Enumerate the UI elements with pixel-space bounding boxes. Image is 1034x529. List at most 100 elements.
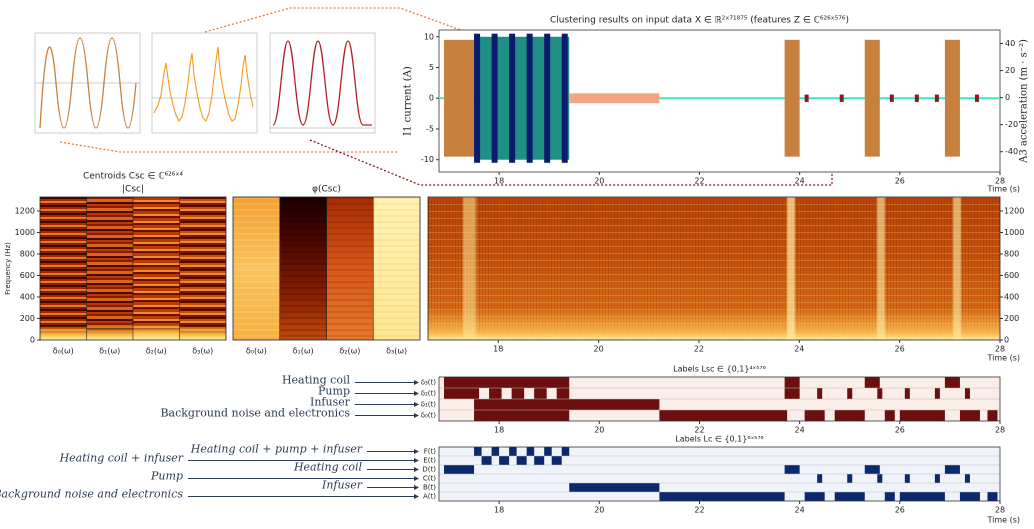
row-label: A(t) bbox=[423, 493, 436, 501]
signal-burst bbox=[526, 33, 533, 163]
column-label: δ₁(ω) bbox=[99, 347, 120, 356]
x-tick-label: 24 bbox=[795, 177, 805, 186]
column-label: δ₀(ω) bbox=[53, 347, 74, 356]
y-axis-label: I1 current (A) bbox=[403, 66, 414, 136]
matrix-frame bbox=[438, 376, 1001, 422]
chart-title: Labels Lc ∈ {0,1}⁶ˣ⁵⁷⁶ bbox=[675, 435, 763, 444]
y-tick-label: 1000 bbox=[15, 228, 35, 237]
label-segment bbox=[834, 492, 865, 501]
thumbnail-wave bbox=[153, 46, 254, 123]
row-label: D(t) bbox=[422, 466, 436, 474]
y-tick-label: 1200 bbox=[15, 206, 35, 215]
x-tick-label: 18 bbox=[493, 345, 503, 354]
label-segment bbox=[561, 447, 570, 456]
x-tick-label: 20 bbox=[594, 506, 604, 515]
y-tick-label: 10 bbox=[424, 32, 434, 41]
label-segment bbox=[534, 388, 547, 399]
label-segment bbox=[444, 377, 570, 388]
signal-burst bbox=[544, 33, 551, 163]
x-tick-label: 24 bbox=[794, 345, 804, 354]
label-segment bbox=[659, 410, 788, 421]
label-segment bbox=[987, 492, 998, 501]
arrow-head bbox=[414, 449, 419, 454]
label-segment bbox=[847, 388, 853, 399]
heatmap-column bbox=[133, 197, 180, 340]
x-tick-label: 18 bbox=[494, 177, 504, 186]
label-segment bbox=[534, 456, 545, 465]
x-axis-label: Time (s) bbox=[986, 354, 1020, 363]
x-tick-label: 28 bbox=[995, 177, 1005, 186]
label-segment bbox=[934, 388, 940, 399]
label-segment bbox=[899, 410, 945, 421]
y2-tick-label: 20 bbox=[1005, 66, 1015, 75]
connector bbox=[59, 141, 398, 153]
matrix-frame bbox=[438, 446, 1001, 502]
thumbnail bbox=[151, 32, 258, 134]
arrow-head bbox=[414, 380, 419, 385]
label-segment bbox=[884, 410, 895, 421]
signal-burst bbox=[864, 39, 880, 157]
annotation: Infuser bbox=[321, 479, 363, 492]
thumbnail-wave bbox=[39, 37, 137, 129]
signal-burst bbox=[784, 39, 800, 157]
row-label: δ₂(t) bbox=[421, 390, 437, 398]
label-segment bbox=[569, 483, 660, 492]
x-tick-label: 26 bbox=[895, 426, 905, 435]
label-segment bbox=[944, 465, 960, 474]
x-tick-label: 26 bbox=[895, 177, 905, 186]
y-axis-label: Frequency (Hz) bbox=[4, 242, 12, 295]
label-segment bbox=[944, 377, 960, 388]
y-tick-label: 600 bbox=[20, 271, 35, 280]
arrow-head bbox=[414, 391, 419, 396]
label-segment bbox=[474, 399, 660, 410]
x-tick-label: 18 bbox=[494, 506, 504, 515]
x-tick-label: 22 bbox=[694, 426, 704, 435]
y-tick-label: 400 bbox=[1004, 292, 1019, 301]
label-segment bbox=[834, 410, 865, 421]
x-tick-label: 28 bbox=[995, 345, 1005, 354]
column-label: δ₂(ω) bbox=[146, 347, 167, 356]
y-tick-label: 200 bbox=[1004, 314, 1019, 323]
arrow-head bbox=[414, 467, 419, 472]
label-segment bbox=[659, 492, 785, 501]
label-segment bbox=[804, 492, 825, 501]
heatmap-column bbox=[40, 197, 87, 340]
signal-burst bbox=[474, 33, 481, 163]
column-label: δ₁(ω) bbox=[293, 347, 314, 356]
arrow-head bbox=[414, 494, 419, 499]
signal-burst bbox=[889, 94, 894, 102]
x-tick-label: 26 bbox=[895, 506, 905, 515]
chart-title: Labels Lsc ∈ {0,1}⁴ˣ⁵⁷⁶ bbox=[673, 365, 766, 374]
annotation: Heating coil bbox=[282, 374, 351, 387]
label-segment bbox=[474, 447, 482, 456]
y-tick-label: 5 bbox=[429, 63, 434, 72]
label-segment bbox=[784, 465, 800, 474]
label-segment bbox=[499, 456, 510, 465]
x-tick-label: 24 bbox=[795, 426, 805, 435]
row-label: E(t) bbox=[423, 457, 436, 465]
x-tick-label: 26 bbox=[895, 345, 905, 354]
y-tick-label: 200 bbox=[20, 314, 35, 323]
annotation: Heating coil bbox=[293, 461, 363, 474]
y-tick-label: 800 bbox=[1004, 249, 1019, 258]
thumbnail-wave bbox=[272, 40, 372, 126]
y-tick-label: 0 bbox=[30, 336, 35, 345]
column-label: δ₀(ω) bbox=[246, 347, 267, 356]
x-tick-label: 24 bbox=[795, 506, 805, 515]
annotation: Heating coil + pump + infuser bbox=[190, 443, 363, 456]
chart-title: Clustering results on input data X ∈ ℝ²ˣ… bbox=[550, 16, 849, 26]
signal-burst bbox=[561, 33, 568, 163]
label-segment bbox=[556, 388, 570, 399]
heatmap-column bbox=[179, 197, 226, 340]
label-segment bbox=[804, 410, 825, 421]
x-tick-label: 22 bbox=[694, 345, 704, 354]
x-tick-label: 28 bbox=[995, 426, 1005, 435]
annotation: Pump bbox=[150, 470, 183, 483]
y-tick-label: 400 bbox=[20, 292, 35, 301]
label-segment bbox=[934, 474, 940, 483]
y2-tick-label: 0 bbox=[1005, 93, 1010, 102]
y-tick-label: 0 bbox=[429, 94, 434, 103]
label-segment bbox=[474, 410, 570, 421]
signal-burst bbox=[804, 94, 809, 102]
